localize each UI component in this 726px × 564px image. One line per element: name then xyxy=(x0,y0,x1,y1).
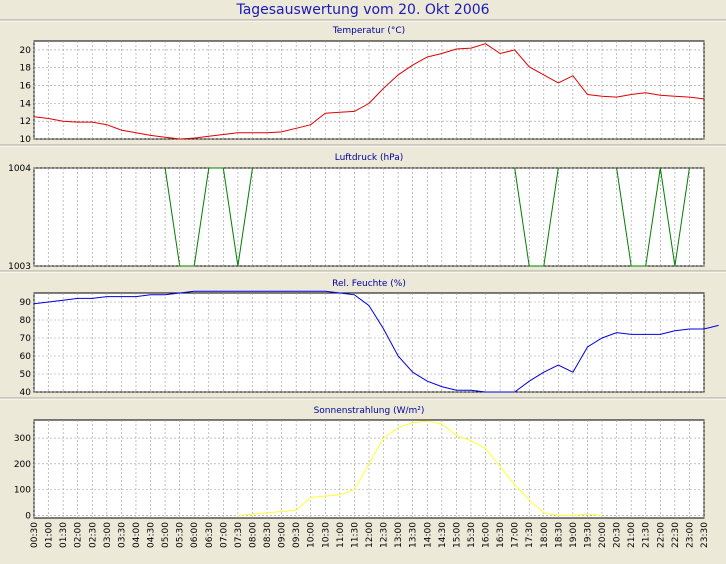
main-title: Tagesauswertung vom 20. Okt 2006 xyxy=(236,2,490,18)
x-tick-label: 19:30 xyxy=(583,522,593,548)
y-tick-label: 10 xyxy=(20,135,32,145)
y-tick-label: 60 xyxy=(20,352,32,362)
x-tick-label: 21:00 xyxy=(627,522,637,548)
x-tick-label: 10:00 xyxy=(307,522,317,548)
x-tick-label: 07:30 xyxy=(234,522,244,548)
x-tick-label: 04:00 xyxy=(132,522,142,548)
x-tick-label: 05:30 xyxy=(176,522,186,548)
y-tick-label: 20 xyxy=(20,46,32,56)
y-tick-label: 100 xyxy=(14,486,31,496)
x-tick-label: 05:00 xyxy=(161,522,171,548)
series-line xyxy=(164,167,253,267)
x-tick-label: 02:30 xyxy=(88,522,98,548)
y-tick-label: 80 xyxy=(20,316,32,326)
x-tick-label: 01:30 xyxy=(59,522,69,548)
y-tick-label: 70 xyxy=(20,334,32,344)
y-tick-label: 1003 xyxy=(8,262,31,272)
y-tick-label: 90 xyxy=(20,298,32,308)
x-tick-label: 13:30 xyxy=(409,522,419,548)
x-tick-label: 22:00 xyxy=(656,522,666,548)
x-tick-label: 18:30 xyxy=(554,522,564,548)
x-tick-label: 18:00 xyxy=(540,522,550,548)
x-tick-label: 20:00 xyxy=(598,522,608,548)
y-tick-label: 16 xyxy=(20,82,32,92)
x-tick-label: 09:00 xyxy=(278,522,288,548)
x-tick-label: 01:00 xyxy=(45,522,55,548)
panel-title: Luftdruck (hPa) xyxy=(335,153,404,163)
series-line xyxy=(33,43,705,140)
x-tick-label: 09:30 xyxy=(292,522,302,548)
x-tick-label: 23:30 xyxy=(700,522,710,548)
x-tick-label: 12:30 xyxy=(380,522,390,548)
x-tick-label: 11:30 xyxy=(350,522,360,548)
panel-title: Rel. Feuchte (%) xyxy=(332,279,406,289)
y-tick-label: 12 xyxy=(20,117,31,127)
x-tick-label: 03:00 xyxy=(103,522,113,548)
x-tick-label: 10:30 xyxy=(321,522,331,548)
x-tick-label: 07:00 xyxy=(219,522,229,548)
y-tick-label: 0 xyxy=(25,511,31,521)
x-tick-label: 04:30 xyxy=(147,522,157,548)
series-line xyxy=(514,167,559,267)
x-tick-label: 06:30 xyxy=(205,522,215,548)
y-tick-label: 14 xyxy=(20,99,32,109)
y-tick-label: 50 xyxy=(20,370,32,380)
x-tick-label: 14:00 xyxy=(423,522,433,548)
x-tick-label: 21:30 xyxy=(642,522,652,548)
x-tick-label: 11:00 xyxy=(336,522,346,548)
x-tick-label: 03:30 xyxy=(117,522,127,548)
x-tick-label: 08:30 xyxy=(263,522,273,548)
x-tick-label: 15:30 xyxy=(467,522,477,548)
x-tick-label: 16:00 xyxy=(482,522,492,548)
y-tick-label: 40 xyxy=(20,388,32,398)
x-tick-label: 16:30 xyxy=(496,522,506,548)
x-tick-label: 17:00 xyxy=(511,522,521,548)
x-tick-label: 02:00 xyxy=(74,522,84,548)
x-tick-label: 19:00 xyxy=(569,522,579,548)
panel-title: Temperatur (°C) xyxy=(332,26,405,36)
x-tick-label: 14:30 xyxy=(438,522,448,548)
panel-title: Sonnenstrahlung (W/m²) xyxy=(314,406,425,416)
x-tick-label: 17:30 xyxy=(525,522,535,548)
y-tick-label: 1004 xyxy=(8,164,31,174)
x-tick-label: 08:00 xyxy=(248,522,258,548)
y-tick-label: 300 xyxy=(14,434,31,444)
x-tick-label: 22:30 xyxy=(671,522,681,548)
x-tick-label: 00:30 xyxy=(30,522,40,548)
y-tick-label: 18 xyxy=(20,64,32,74)
x-tick-label: 06:00 xyxy=(190,522,200,548)
x-tick-label: 12:00 xyxy=(365,522,375,548)
x-tick-label: 20:30 xyxy=(613,522,623,548)
x-tick-label: 15:00 xyxy=(452,522,462,548)
series-line xyxy=(616,167,690,267)
series-line xyxy=(33,290,719,393)
x-tick-label: 23:00 xyxy=(685,522,695,548)
x-tick-label: 13:00 xyxy=(394,522,404,548)
series-line xyxy=(237,420,603,516)
y-tick-label: 200 xyxy=(14,460,31,470)
